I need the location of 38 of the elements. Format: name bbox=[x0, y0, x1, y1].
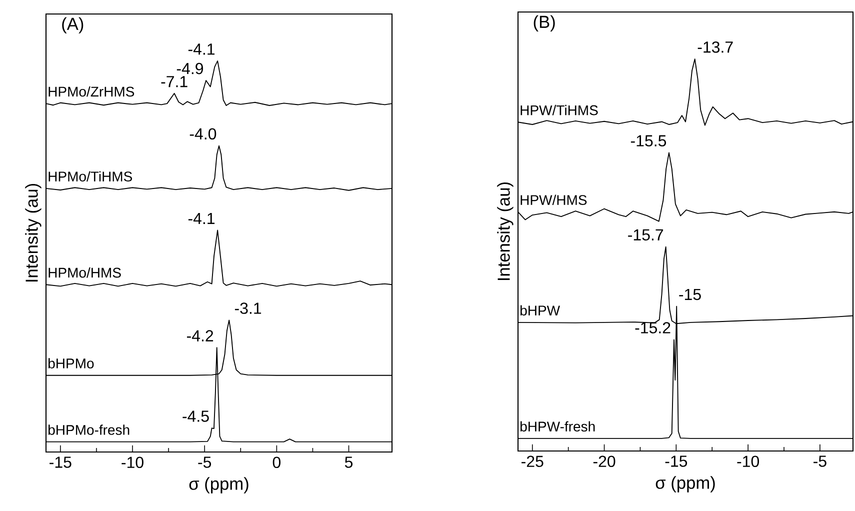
series-label: bHPW-fresh bbox=[520, 421, 595, 432]
annotation: -4.5 bbox=[182, 410, 209, 422]
series-label: HPMo/TiHMS bbox=[48, 171, 132, 182]
annotation: -4.9 bbox=[176, 62, 203, 74]
x-tick-label: -10 bbox=[122, 456, 144, 468]
x-tick-label: -5 bbox=[198, 456, 212, 468]
series-label: bHPW bbox=[520, 305, 560, 316]
x-tick-label: -20 bbox=[593, 456, 616, 468]
series-label: HPW/HMS bbox=[520, 194, 587, 205]
x-tick-label: -15 bbox=[665, 456, 688, 467]
annotation: -4.0 bbox=[190, 128, 216, 140]
x-tick-label: -10 bbox=[737, 456, 759, 468]
chart-title: (B) bbox=[534, 15, 555, 32]
annotation: -15.2 bbox=[635, 322, 670, 334]
annotation: -3.1 bbox=[234, 302, 262, 314]
annotation: -4.1 bbox=[188, 212, 215, 224]
series-label: HPW/TiHMS bbox=[520, 104, 598, 116]
annotation: -15 bbox=[679, 288, 701, 300]
x-axis-title: σ (ppm) bbox=[656, 476, 715, 492]
series-label: bHPMo bbox=[48, 358, 94, 368]
chart-title: (A) bbox=[62, 17, 84, 34]
annotation: -4.2 bbox=[186, 330, 214, 342]
y-axis-title: Intensity (au) bbox=[497, 182, 514, 280]
y-axis-title: Intensity (au) bbox=[25, 184, 42, 282]
x-tick-label: -15 bbox=[50, 456, 72, 468]
x-axis-title: σ (ppm) bbox=[189, 477, 248, 494]
annotation: -15.5 bbox=[630, 135, 666, 146]
series-label: bHPMo-fresh bbox=[48, 424, 130, 435]
x-tick-label: -25 bbox=[522, 456, 544, 468]
series-label: HPMo/HMS bbox=[48, 267, 121, 278]
series-label: HPMo/ZrHMS bbox=[48, 86, 134, 97]
x-tick-label: 0 bbox=[272, 456, 281, 468]
annotation: -13.7 bbox=[698, 41, 733, 53]
annotation: -4.1 bbox=[188, 44, 215, 55]
x-tick-label: 5 bbox=[344, 456, 353, 468]
x-tick-label: -5 bbox=[814, 456, 826, 467]
annotation: -7.1 bbox=[161, 76, 188, 88]
annotation: -15.7 bbox=[628, 229, 664, 241]
